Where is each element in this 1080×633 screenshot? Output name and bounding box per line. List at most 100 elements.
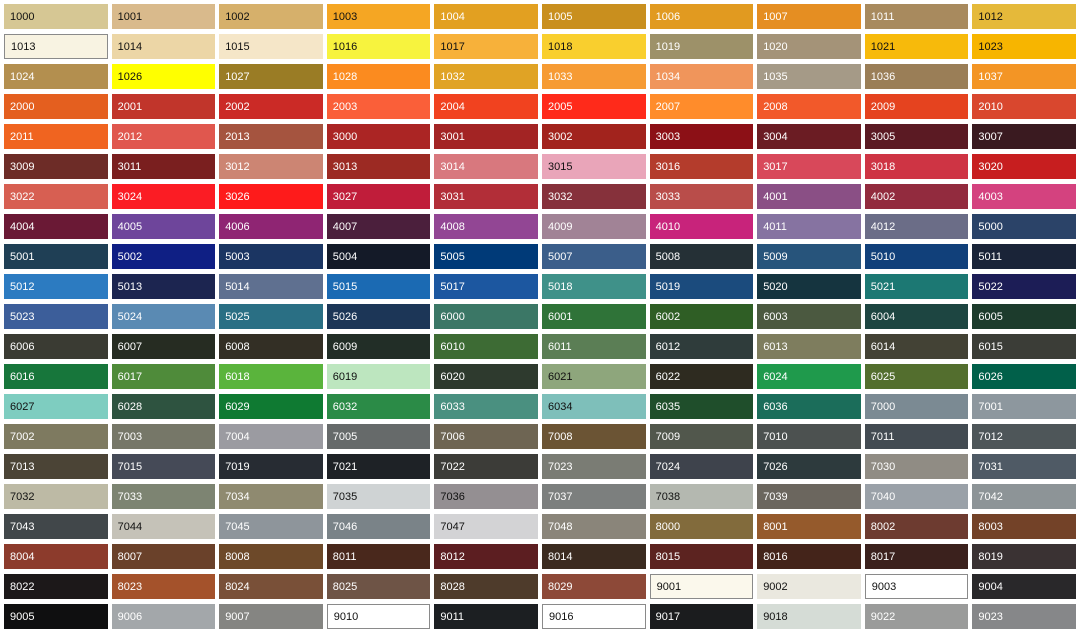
color-swatch-5001[interactable]: 5001 (4, 244, 108, 269)
color-swatch-5012[interactable]: 5012 (4, 274, 108, 299)
color-swatch-3033[interactable]: 3033 (649, 184, 754, 209)
color-swatch-7046[interactable]: 7046 (326, 514, 431, 539)
color-swatch-6019[interactable]: 6019 (326, 364, 431, 389)
color-swatch-1037[interactable]: 1037 (972, 64, 1076, 89)
color-swatch-1016[interactable]: 1016 (326, 34, 431, 59)
color-swatch-9004[interactable]: 9004 (972, 574, 1076, 599)
color-swatch-2004[interactable]: 2004 (434, 94, 538, 119)
color-swatch-5008[interactable]: 5008 (649, 244, 754, 269)
color-swatch-5025[interactable]: 5025 (219, 304, 323, 329)
color-swatch-1012[interactable]: 1012 (972, 4, 1076, 29)
color-swatch-6022[interactable]: 6022 (649, 364, 754, 389)
color-swatch-2013[interactable]: 2013 (219, 124, 323, 149)
color-swatch-7003[interactable]: 7003 (111, 424, 216, 449)
color-swatch-7006[interactable]: 7006 (434, 424, 538, 449)
color-swatch-1017[interactable]: 1017 (434, 34, 538, 59)
color-swatch-6002[interactable]: 6002 (649, 304, 754, 329)
color-swatch-7004[interactable]: 7004 (219, 424, 323, 449)
color-swatch-7040[interactable]: 7040 (864, 484, 969, 509)
color-swatch-1007[interactable]: 1007 (757, 4, 861, 29)
color-swatch-6033[interactable]: 6033 (434, 394, 538, 419)
color-swatch-6011[interactable]: 6011 (541, 334, 646, 359)
color-swatch-8007[interactable]: 8007 (111, 544, 216, 569)
color-swatch-3026[interactable]: 3026 (219, 184, 323, 209)
color-swatch-5023[interactable]: 5023 (4, 304, 108, 329)
color-swatch-4007[interactable]: 4007 (326, 214, 431, 239)
color-swatch-6012[interactable]: 6012 (649, 334, 754, 359)
color-swatch-1005[interactable]: 1005 (541, 4, 646, 29)
color-swatch-8002[interactable]: 8002 (864, 514, 969, 539)
color-swatch-9022[interactable]: 9022 (864, 604, 969, 629)
color-swatch-7045[interactable]: 7045 (219, 514, 323, 539)
color-swatch-7026[interactable]: 7026 (757, 454, 861, 479)
color-swatch-4012[interactable]: 4012 (864, 214, 969, 239)
color-swatch-5013[interactable]: 5013 (111, 274, 216, 299)
color-swatch-5022[interactable]: 5022 (972, 274, 1076, 299)
color-swatch-6007[interactable]: 6007 (111, 334, 216, 359)
color-swatch-1003[interactable]: 1003 (326, 4, 431, 29)
color-swatch-5010[interactable]: 5010 (864, 244, 969, 269)
color-swatch-5018[interactable]: 5018 (541, 274, 646, 299)
color-swatch-3020[interactable]: 3020 (972, 154, 1076, 179)
color-swatch-3009[interactable]: 3009 (4, 154, 108, 179)
color-swatch-7019[interactable]: 7019 (219, 454, 323, 479)
color-swatch-1026[interactable]: 1026 (111, 64, 216, 89)
color-swatch-7048[interactable]: 7048 (541, 514, 646, 539)
color-swatch-9003[interactable]: 9003 (864, 574, 969, 599)
color-swatch-6035[interactable]: 6035 (649, 394, 754, 419)
color-swatch-2002[interactable]: 2002 (219, 94, 323, 119)
color-swatch-3018[interactable]: 3018 (864, 154, 969, 179)
color-swatch-2003[interactable]: 2003 (326, 94, 431, 119)
color-swatch-1013[interactable]: 1013 (4, 34, 108, 59)
color-swatch-8012[interactable]: 8012 (434, 544, 538, 569)
color-swatch-5021[interactable]: 5021 (864, 274, 969, 299)
color-swatch-4005[interactable]: 4005 (111, 214, 216, 239)
color-swatch-6003[interactable]: 6003 (757, 304, 861, 329)
color-swatch-6025[interactable]: 6025 (864, 364, 969, 389)
color-swatch-7002[interactable]: 7002 (4, 424, 108, 449)
color-swatch-5002[interactable]: 5002 (111, 244, 216, 269)
color-swatch-6001[interactable]: 6001 (541, 304, 646, 329)
color-swatch-2000[interactable]: 2000 (4, 94, 108, 119)
color-swatch-2012[interactable]: 2012 (111, 124, 216, 149)
color-swatch-1032[interactable]: 1032 (434, 64, 538, 89)
color-swatch-4008[interactable]: 4008 (434, 214, 538, 239)
color-swatch-4004[interactable]: 4004 (4, 214, 108, 239)
color-swatch-8022[interactable]: 8022 (4, 574, 108, 599)
color-swatch-1002[interactable]: 1002 (219, 4, 323, 29)
color-swatch-7043[interactable]: 7043 (4, 514, 108, 539)
color-swatch-1027[interactable]: 1027 (219, 64, 323, 89)
color-swatch-3004[interactable]: 3004 (757, 124, 861, 149)
color-swatch-6006[interactable]: 6006 (4, 334, 108, 359)
color-swatch-9005[interactable]: 9005 (4, 604, 108, 629)
color-swatch-7015[interactable]: 7015 (111, 454, 216, 479)
color-swatch-6027[interactable]: 6027 (4, 394, 108, 419)
color-swatch-1001[interactable]: 1001 (111, 4, 216, 29)
color-swatch-1019[interactable]: 1019 (649, 34, 754, 59)
color-swatch-2009[interactable]: 2009 (864, 94, 969, 119)
color-swatch-4001[interactable]: 4001 (757, 184, 861, 209)
color-swatch-4003[interactable]: 4003 (972, 184, 1076, 209)
color-swatch-6005[interactable]: 6005 (972, 304, 1076, 329)
color-swatch-7011[interactable]: 7011 (864, 424, 969, 449)
color-swatch-6024[interactable]: 6024 (757, 364, 861, 389)
color-swatch-3007[interactable]: 3007 (972, 124, 1076, 149)
color-swatch-1033[interactable]: 1033 (541, 64, 646, 89)
color-swatch-6008[interactable]: 6008 (219, 334, 323, 359)
color-swatch-6026[interactable]: 6026 (972, 364, 1076, 389)
color-swatch-1024[interactable]: 1024 (4, 64, 108, 89)
color-swatch-3002[interactable]: 3002 (541, 124, 646, 149)
color-swatch-7012[interactable]: 7012 (972, 424, 1076, 449)
color-swatch-8008[interactable]: 8008 (219, 544, 323, 569)
color-swatch-3031[interactable]: 3031 (434, 184, 538, 209)
color-swatch-7035[interactable]: 7035 (326, 484, 431, 509)
color-swatch-1020[interactable]: 1020 (757, 34, 861, 59)
color-swatch-5004[interactable]: 5004 (326, 244, 431, 269)
color-swatch-6018[interactable]: 6018 (219, 364, 323, 389)
color-swatch-8011[interactable]: 8011 (326, 544, 431, 569)
color-swatch-9011[interactable]: 9011 (434, 604, 538, 629)
color-swatch-1023[interactable]: 1023 (972, 34, 1076, 59)
color-swatch-8029[interactable]: 8029 (541, 574, 646, 599)
color-swatch-8003[interactable]: 8003 (972, 514, 1076, 539)
color-swatch-5003[interactable]: 5003 (219, 244, 323, 269)
